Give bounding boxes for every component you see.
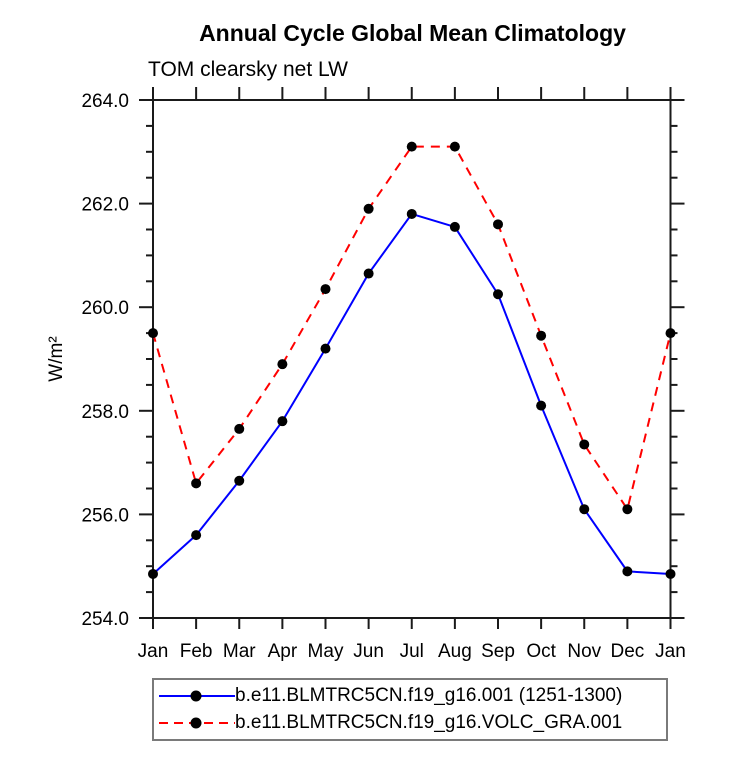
x-tick-label: Jun: [353, 641, 384, 662]
data-point: [665, 328, 676, 339]
data-point: [449, 141, 460, 152]
chart-subtitle: TOM clearsky net LW: [148, 58, 348, 81]
legend-marker-dot: [190, 690, 202, 702]
legend-label: b.e11.BLMTRC5CN.f19_g16.001 (1251-1300): [235, 684, 623, 706]
data-point: [148, 328, 158, 339]
x-tick-label: Feb: [180, 641, 213, 662]
legend: b.e11.BLMTRC5CN.f19_g16.001 (1251-1300) …: [152, 678, 668, 741]
legend-item: b.e11.BLMTRC5CN.f19_g16.001 (1251-1300): [154, 683, 666, 709]
data-point: [277, 359, 288, 370]
x-tick-label: Dec: [610, 641, 644, 662]
data-point: [493, 289, 503, 300]
x-tick-label: Jul: [400, 641, 424, 662]
data-point: [320, 343, 331, 354]
y-tick-label: 258.0: [81, 402, 129, 423]
data-point: [449, 221, 460, 232]
x-tick-label: Aug: [438, 641, 472, 662]
x-tick-label: May: [308, 641, 344, 662]
data-point: [234, 423, 245, 434]
data-point: [234, 475, 245, 486]
y-tick-label: 260.0: [81, 298, 129, 319]
x-tick-label: Mar: [223, 641, 256, 662]
data-point: [622, 504, 633, 515]
x-tick-label: Jan: [655, 641, 686, 662]
data-point: [579, 504, 590, 515]
legend-line-sample-solid-blue: [159, 690, 235, 702]
data-point: [536, 400, 547, 411]
data-point: [406, 141, 417, 152]
y-tick-label: 264.0: [81, 91, 129, 112]
legend-line-sample-dashed-red: [159, 717, 235, 729]
x-tick-label: Oct: [526, 641, 556, 662]
chart-title: Annual Cycle Global Mean Climatology: [199, 20, 626, 46]
x-tick-label: Apr: [268, 641, 298, 662]
y-tick-label: 262.0: [81, 195, 129, 216]
y-tick-label: 256.0: [81, 505, 129, 526]
data-point: [363, 268, 374, 279]
legend-label: b.e11.BLMTRC5CN.f19_g16.VOLC_GRA.001: [235, 712, 623, 734]
data-point: [363, 203, 374, 214]
x-tick-label: Jan: [138, 641, 169, 662]
data-point: [148, 568, 158, 579]
y-axis-title: W/m²: [46, 336, 67, 381]
data-point: [665, 568, 676, 579]
data-point: [191, 478, 202, 489]
x-tick-label: Sep: [481, 641, 515, 662]
data-point: [191, 530, 202, 541]
y-tick-label: 254.0: [81, 609, 129, 630]
data-point: [320, 284, 331, 295]
legend-item: b.e11.BLMTRC5CN.f19_g16.VOLC_GRA.001: [154, 710, 666, 736]
data-point: [406, 208, 417, 219]
data-point: [277, 416, 288, 427]
data-point: [579, 439, 590, 450]
legend-marker-dot: [190, 717, 202, 729]
x-tick-label: Nov: [567, 641, 601, 662]
series-line-1: [152, 145, 672, 511]
data-point: [536, 330, 547, 341]
series-line-0: [152, 212, 671, 575]
data-point: [493, 219, 503, 230]
data-point: [622, 566, 633, 577]
